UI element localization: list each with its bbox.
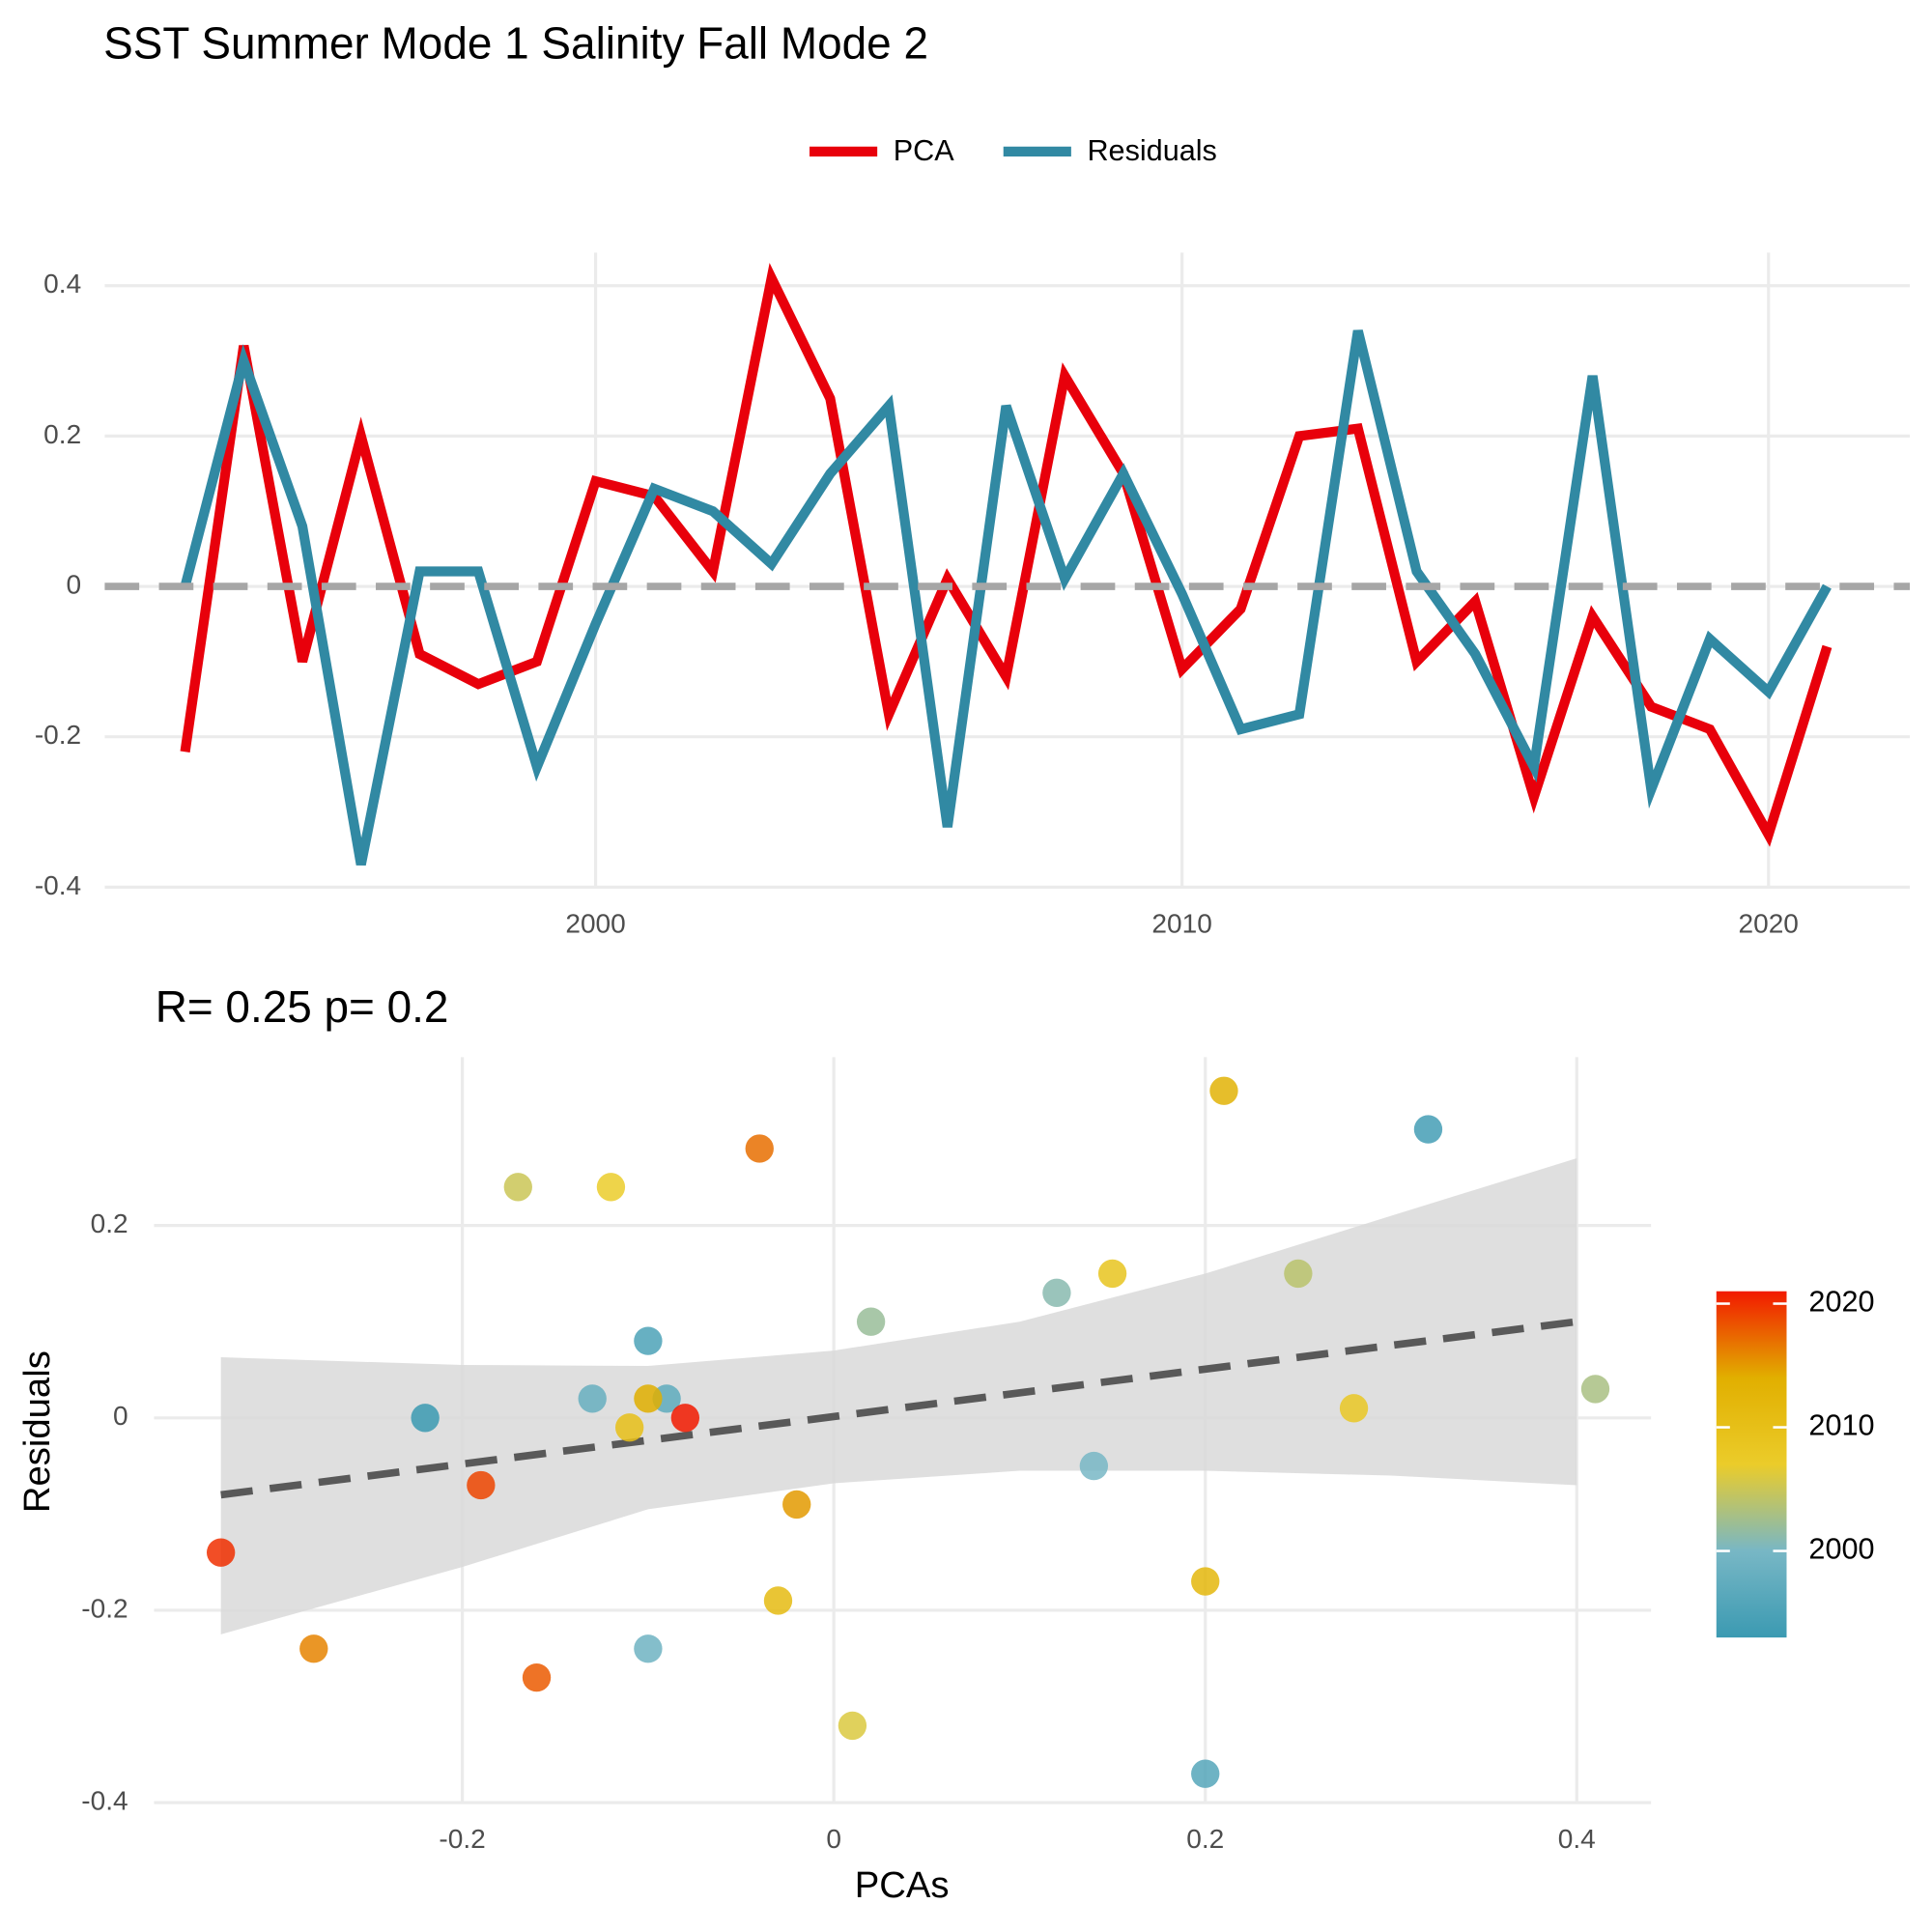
legend-label: PCA (894, 134, 955, 167)
confidence-band (220, 1157, 1577, 1634)
point (206, 1538, 236, 1567)
point (614, 1413, 644, 1442)
point (1284, 1259, 1313, 1289)
y-tick-label: -0.4 (35, 870, 81, 900)
point (782, 1490, 811, 1520)
point (411, 1404, 440, 1433)
y-tick-label: -0.2 (35, 720, 81, 750)
point (1191, 1759, 1220, 1788)
y-tick-label: 0.4 (43, 269, 81, 298)
point (634, 1634, 663, 1663)
colorbar (1716, 1291, 1787, 1638)
x-tick-label: 2000 (565, 908, 625, 938)
x-axis-label: PCAs (855, 1864, 950, 1906)
data-line (180, 329, 1832, 867)
y-tick-label: 0 (67, 569, 82, 599)
point (634, 1384, 663, 1413)
y-axis-label: Residuals (16, 1350, 58, 1513)
y-tick-label: 0.2 (91, 1208, 128, 1238)
point (1209, 1076, 1238, 1105)
colorbar-label: 2010 (1808, 1409, 1874, 1442)
y-tick-label: 0.2 (43, 419, 81, 449)
point (1097, 1259, 1127, 1289)
scatter-title: R= 0.25 p= 0.2 (156, 981, 449, 1032)
point (763, 1586, 793, 1615)
point (522, 1662, 552, 1692)
point (1413, 1115, 1443, 1144)
point (596, 1173, 626, 1202)
point (578, 1384, 607, 1413)
point (634, 1326, 663, 1355)
point (670, 1404, 700, 1433)
point (467, 1470, 496, 1500)
y-tick-label: -0.2 (81, 1593, 128, 1623)
point (1042, 1278, 1071, 1308)
point (1079, 1451, 1109, 1481)
x-tick-label: 0 (826, 1824, 841, 1854)
chart-title: SST Summer Mode 1 Salinity Fall Mode 2 (103, 18, 928, 69)
x-tick-label: -0.2 (439, 1824, 485, 1854)
legend-label: Residuals (1087, 134, 1216, 167)
fit-line (220, 1318, 1577, 1499)
point (1339, 1394, 1369, 1423)
x-tick-label: 2020 (1739, 908, 1799, 938)
point (838, 1711, 867, 1741)
y-tick-label: -0.4 (81, 1785, 128, 1815)
point (1580, 1375, 1610, 1404)
point (299, 1634, 328, 1663)
colorbar-label: 2020 (1808, 1286, 1874, 1319)
x-tick-label: 0.4 (1558, 1824, 1596, 1854)
point (1191, 1567, 1220, 1596)
point (503, 1173, 532, 1202)
point (745, 1134, 774, 1163)
colorbar-label: 2000 (1808, 1533, 1874, 1566)
x-tick-label: 0.2 (1186, 1824, 1224, 1854)
x-tick-label: 2010 (1151, 908, 1211, 938)
point (856, 1307, 886, 1336)
data-line (180, 263, 1833, 847)
y-tick-label: 0 (113, 1401, 128, 1431)
